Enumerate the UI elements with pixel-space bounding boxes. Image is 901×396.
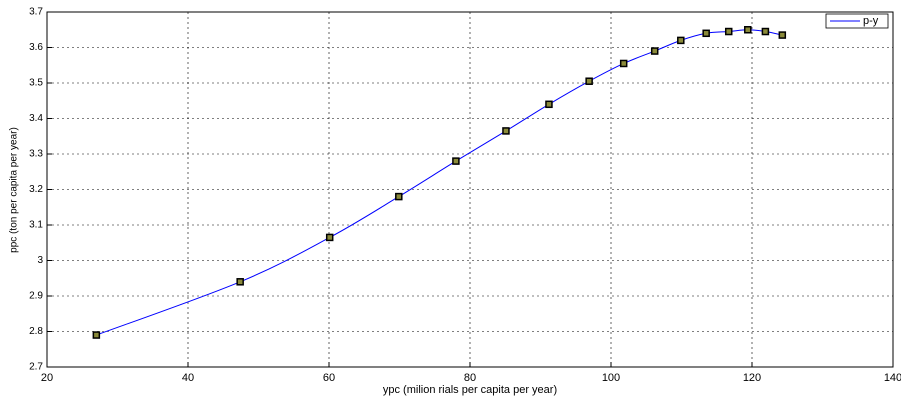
x-tick-label: 100 <box>602 372 620 384</box>
y-tick-label: 3.2 <box>29 184 43 195</box>
point-marker <box>325 233 334 242</box>
point-marker <box>395 192 403 201</box>
point-marker <box>545 100 553 109</box>
x-tick-label: 140 <box>884 372 901 384</box>
point-marker <box>702 29 710 38</box>
y-tick-label: 3.3 <box>29 149 43 160</box>
x-axis-label: ypc (milion rials per capita per year) <box>383 384 557 396</box>
y-tick-label: 2.9 <box>29 291 43 302</box>
point-marker <box>236 278 244 286</box>
y-tick-label: 2.8 <box>29 326 43 337</box>
x-tick-label: 120 <box>743 372 761 384</box>
point-marker <box>724 27 733 36</box>
x-tick-label: 20 <box>41 372 53 384</box>
y-tick-label: 3 <box>37 255 43 266</box>
point-marker <box>761 27 770 36</box>
point-marker <box>778 31 787 39</box>
point-marker <box>502 127 510 135</box>
y-tick-label: 3.5 <box>29 78 43 89</box>
y-tick-label: 2.7 <box>29 362 43 373</box>
y-tick-label: 3.4 <box>29 113 43 124</box>
y-axis-label: ppc (ton per capita per year) <box>9 127 20 253</box>
point-marker <box>619 59 628 68</box>
point-marker <box>744 26 752 34</box>
point-marker <box>92 331 101 339</box>
point-marker <box>677 36 685 45</box>
y-tick-label: 3.6 <box>29 42 43 53</box>
legend-label: p-y <box>863 15 879 27</box>
x-tick-label: 80 <box>464 372 476 384</box>
point-marker <box>585 77 593 85</box>
y-tick-label: 3.1 <box>29 220 43 231</box>
y-tick-label: 3.7 <box>29 7 43 18</box>
point-marker <box>452 157 460 165</box>
point-marker <box>650 47 659 55</box>
x-tick-label: 60 <box>323 372 335 384</box>
x-tick-label: 40 <box>182 372 194 384</box>
